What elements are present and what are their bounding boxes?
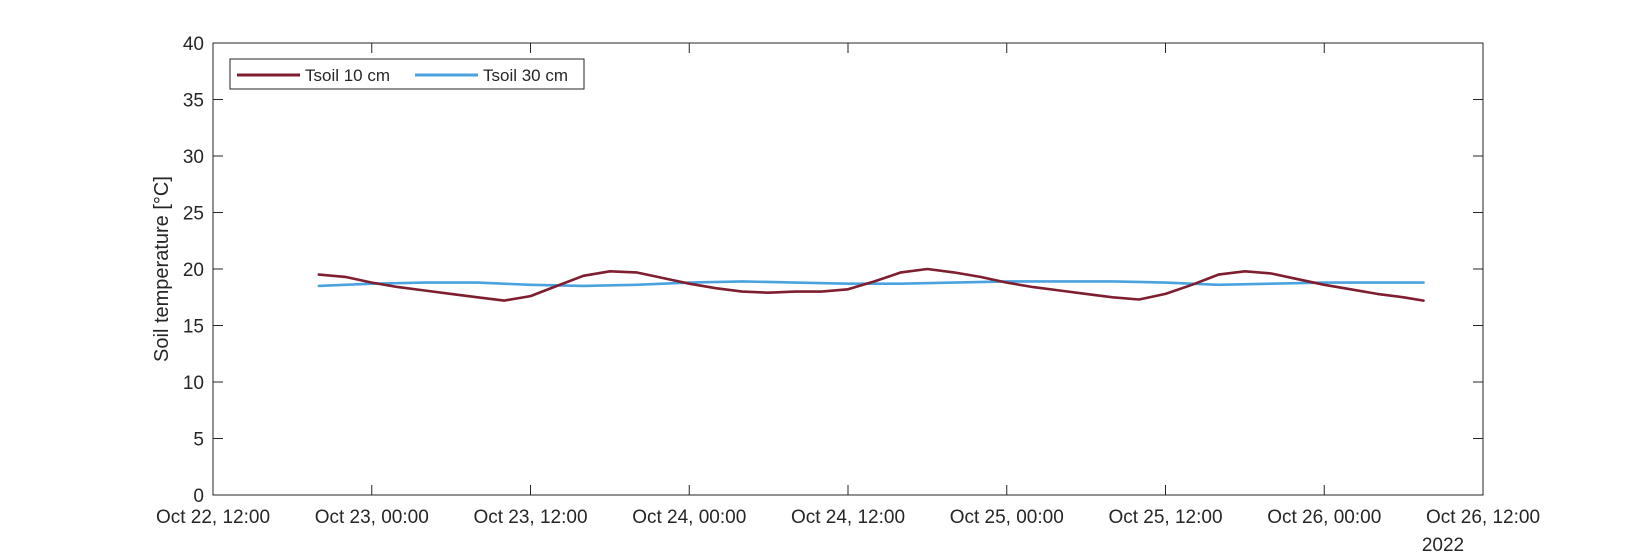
series-layer [317, 267, 1425, 302]
y-tick-label: 25 [183, 204, 204, 225]
legend-label-tsoil-10cm: Tsoil 10 cm [305, 66, 390, 85]
y-tick-label: 10 [183, 373, 204, 394]
x-tick-label: Oct 22, 12:00 [156, 507, 270, 528]
x-tick-label: Oct 24, 00:00 [632, 507, 746, 528]
x-tick-label: Oct 26, 00:00 [1267, 507, 1381, 528]
ticks-layer: 0 5 10 15 20 25 30 35 40 Oct 22, 12:00 Oct 23, 00:… [156, 34, 1540, 528]
y-tick-label: 5 [193, 430, 204, 451]
y-tick-label: 15 [183, 317, 204, 338]
y-tick-label: 40 [183, 34, 204, 55]
y-tick-label: 30 [183, 147, 204, 168]
series-line-tsoil-10-cm [317, 267, 1425, 302]
legend: Tsoil 10 cm Tsoil 30 cm [229, 58, 585, 90]
x-axis-year-label: 2022 [1422, 535, 1464, 555]
series-line-tsoil-30-cm [317, 280, 1425, 288]
y-axis-label: Soil temperature [°C] [151, 176, 173, 362]
y-tick-label: 0 [193, 486, 204, 507]
x-tick-label: Oct 25, 00:00 [950, 507, 1064, 528]
plot-area [213, 43, 1483, 495]
x-tick-label: Oct 23, 12:00 [473, 507, 587, 528]
x-tick-label: Oct 23, 00:00 [315, 507, 429, 528]
axes-box [212, 42, 1484, 496]
x-tick-label: Oct 26, 12:00 [1426, 507, 1540, 528]
y-tick-label: 35 [183, 91, 204, 112]
x-tick-label: Oct 24, 12:00 [791, 507, 905, 528]
y-tick-label: 20 [183, 260, 204, 281]
x-tick-label: Oct 25, 12:00 [1108, 507, 1222, 528]
legend-label-tsoil-30cm: Tsoil 30 cm [483, 66, 568, 85]
